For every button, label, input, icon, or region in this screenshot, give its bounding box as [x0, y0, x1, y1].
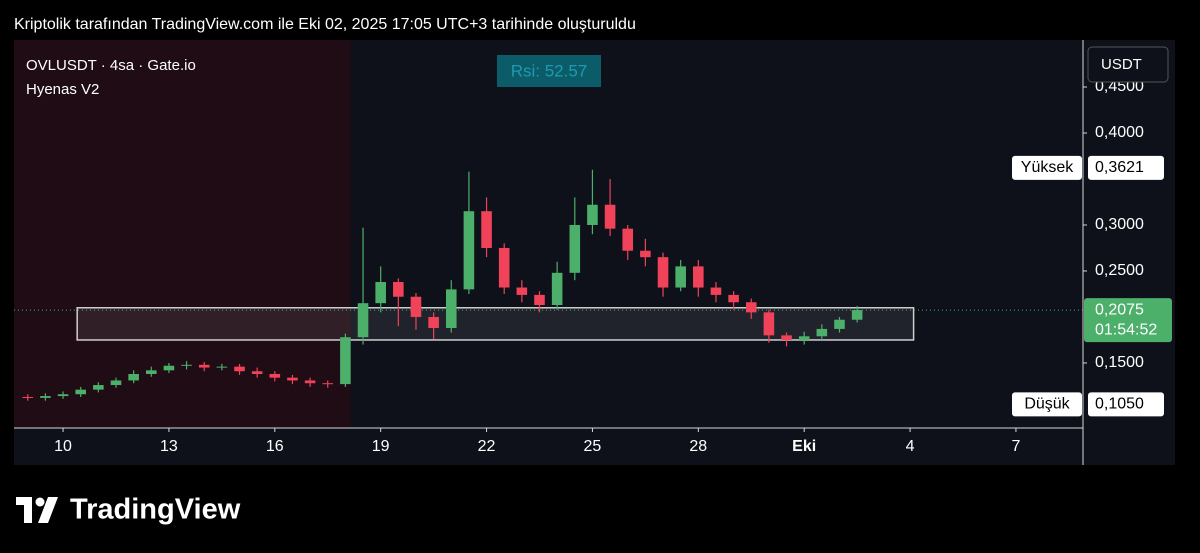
candle-body: [763, 312, 775, 336]
candle-body: [304, 380, 316, 384]
y-tick-label: 0,2500: [1095, 262, 1144, 279]
candle-body: [710, 287, 722, 295]
rsi-box: [497, 55, 601, 87]
candle-body: [481, 211, 492, 248]
candle-body: [834, 319, 845, 329]
candle-body: [745, 302, 757, 313]
candle-body: [516, 287, 528, 295]
marker-name: Yüksek: [1021, 159, 1074, 176]
x-tick-label: 28: [689, 438, 707, 455]
indicator-label: Hyenas V2: [26, 81, 99, 98]
marker-value: 0,1050: [1095, 396, 1144, 413]
y-tick-label: 0,3000: [1095, 216, 1144, 233]
candle-body: [287, 377, 298, 381]
candle-body: [57, 394, 69, 397]
candle-body: [604, 204, 616, 229]
countdown: 01:54:52: [1095, 321, 1157, 338]
x-tick-label: 13: [160, 438, 178, 455]
marker-value-box: [1088, 155, 1164, 180]
last-price-label: 0,2075: [1095, 301, 1144, 318]
candle-body: [587, 204, 598, 225]
marker-name-box: [1012, 155, 1082, 180]
candle-body: [163, 365, 175, 371]
marker-value-box: [1088, 392, 1164, 417]
marker-value: 0,3621: [1095, 159, 1144, 176]
rsi-label: Rsi: 52.57: [511, 61, 588, 80]
candle-body: [410, 296, 422, 317]
candle-body: [145, 370, 157, 375]
candle-body: [251, 371, 263, 375]
candle-body: [22, 397, 34, 399]
shaded-region: [14, 40, 351, 428]
y-tick-label: 0,4000: [1095, 124, 1144, 141]
marker-name-box: [1012, 392, 1082, 417]
logo-slash: [38, 497, 58, 523]
candle-body: [693, 266, 704, 288]
candle-body: [357, 303, 369, 338]
candle-body: [181, 364, 192, 366]
brand: TradingView: [70, 494, 241, 526]
candle-body: [851, 310, 863, 320]
candle-body: [375, 282, 386, 304]
candle-body: [798, 336, 810, 340]
x-tick-label: 19: [372, 438, 390, 455]
candle-body: [622, 228, 634, 251]
candle-body: [498, 247, 510, 288]
currency-box[interactable]: [1087, 46, 1169, 83]
y-tick-label: 0,1500: [1095, 354, 1144, 371]
candle-body: [110, 380, 122, 386]
candle-body: [551, 272, 563, 306]
symbol-label: OVLUSDT · 4sa · Gate.io: [26, 57, 196, 74]
x-tick-label: 7: [1011, 438, 1020, 455]
candle-body: [428, 316, 439, 329]
candle-body: [75, 389, 86, 395]
candle-body: [198, 364, 210, 368]
candle-body: [93, 385, 104, 390]
candle-body: [40, 396, 51, 398]
candle-body: [640, 250, 651, 258]
candle-body: [728, 294, 739, 303]
plot: [14, 40, 1083, 428]
candle-body: [445, 289, 457, 329]
candle-body: [534, 294, 545, 306]
currency-label: USDT: [1101, 56, 1142, 73]
candle-body: [340, 337, 351, 385]
logo-mark: [16, 497, 32, 523]
x-tick-label: 4: [906, 438, 915, 455]
zone: [76, 307, 915, 341]
candle-body: [657, 257, 669, 288]
x-tick-label: 10: [54, 438, 72, 455]
candle-body: [675, 266, 686, 288]
header: Kriptolik tarafından TradingView.com ile…: [14, 16, 636, 33]
candle-body: [128, 374, 139, 381]
candle-body: [269, 374, 281, 378]
candle-body: [216, 366, 228, 368]
candle-body: [234, 366, 245, 372]
marker-name: Düşük: [1024, 396, 1070, 413]
candle-body: [816, 328, 828, 337]
x-tick-label: Eki: [792, 438, 816, 455]
candle-body: [322, 383, 334, 385]
x-tick-label: 16: [266, 438, 284, 455]
x-tick-label: 25: [584, 438, 602, 455]
candle-body: [781, 335, 792, 340]
last-price-box: [1084, 298, 1172, 343]
brand-logo: [16, 497, 58, 523]
x-tick-label: 22: [478, 438, 496, 455]
candle-body: [393, 282, 404, 297]
candle-body: [463, 211, 475, 290]
logo-dot: [35, 497, 45, 507]
candle-body: [569, 224, 581, 273]
